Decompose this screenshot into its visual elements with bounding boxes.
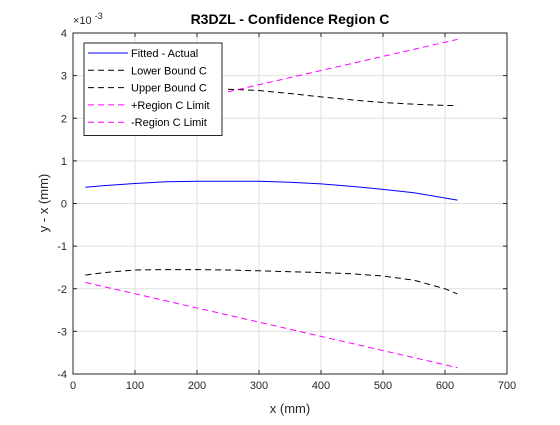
- y-axis-label: y - x (mm): [36, 174, 51, 232]
- axis-ticks: 0 100 200 300 400 500 600 700 -4 -3 -2 -1 0 1 2 3 4: [57, 28, 516, 392]
- y-exponent-label: ×10 -3: [73, 11, 103, 27]
- y-tick-label: 3: [61, 71, 67, 83]
- chart-title: R3DZL - Confidence Region C: [191, 11, 390, 27]
- legend-label: Upper Bound C: [131, 83, 207, 95]
- x-tick-label: 300: [250, 380, 268, 392]
- y-tick-label: -4: [57, 369, 67, 381]
- legend-label: +Region C Limit: [131, 100, 210, 112]
- y-tick-label: 0: [61, 199, 67, 211]
- y-tick-label: -3: [57, 326, 67, 338]
- y-exponent-power: -3: [95, 11, 103, 21]
- legend-item[interactable]: Upper Bound C: [88, 83, 207, 95]
- y-tick-label: -1: [57, 241, 67, 253]
- legend-box: [83, 42, 223, 136]
- legend-item[interactable]: +Region C Limit: [88, 100, 210, 112]
- x-tick-label: 600: [436, 380, 454, 392]
- series-line-1: [85, 180, 458, 201]
- legend-label: -Region C Limit: [131, 117, 207, 129]
- x-tick-label: 400: [312, 380, 330, 392]
- y-tick-label: 1: [61, 156, 67, 168]
- legend-label: Lower Bound C: [131, 65, 207, 77]
- x-tick-label: 0: [70, 380, 76, 392]
- series-line-2: [227, 88, 458, 106]
- x-tick-label: 700: [498, 380, 516, 392]
- legend-item[interactable]: -Region C Limit: [88, 117, 207, 129]
- x-tick-label: 200: [188, 380, 206, 392]
- series-line-3: [85, 269, 458, 295]
- y-exponent-base: ×10: [73, 15, 92, 27]
- x-tick-label: 500: [374, 380, 392, 392]
- series-line-5: [85, 281, 458, 369]
- y-tick-label: 2: [61, 113, 67, 125]
- x-tick-label: 100: [126, 380, 144, 392]
- legend[interactable]: Fitted - Actual Lower Bound C Upper Bound …: [83, 42, 223, 136]
- series-layer: [85, 38, 458, 369]
- x-axis-label: x (mm): [270, 401, 310, 416]
- legend-item[interactable]: Fitted - Actual: [88, 48, 198, 60]
- y-tick-label: -2: [57, 284, 67, 296]
- legend-label: Fitted - Actual: [131, 48, 198, 60]
- y-tick-label: 4: [61, 28, 67, 40]
- legend-item[interactable]: Lower Bound C: [88, 65, 207, 77]
